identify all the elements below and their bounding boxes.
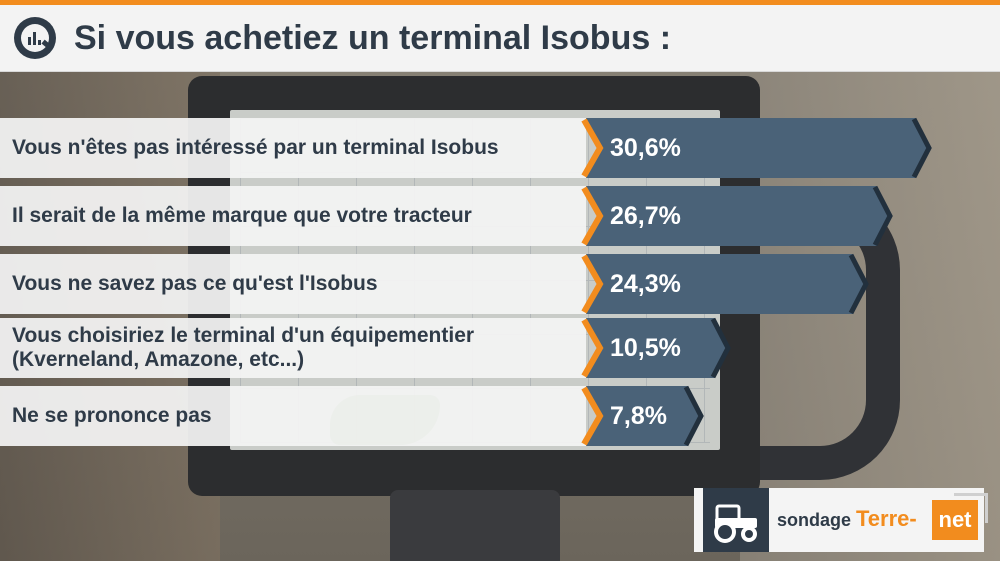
bar [586,386,700,446]
bar-value-label: 10,5% [610,333,681,362]
bar-row: Vous ne savez pas ce qu'est l'Isobus 24,3… [0,253,1000,315]
bar-value-label: 26,7% [610,201,681,230]
brand-decoration [954,493,988,523]
bar-graphic [581,117,932,179]
chart-title: Si vous achetiez un terminal Isobus : [74,19,672,57]
bar-value-label: 30,6% [610,133,681,162]
brand-name-part2: net [932,500,978,540]
bar-category-label: Vous n'êtes pas intéressé par un termina… [12,136,499,159]
bar [586,254,865,314]
tractor-icon [714,504,757,543]
bar-start-chevron [581,254,604,314]
bar-tip [911,117,932,179]
bar [586,118,928,178]
bar-label-background [0,118,586,178]
bar-start-chevron [581,318,604,378]
bar-tip [848,253,869,315]
bar-value-label: 7,8% [610,401,667,430]
bar-tip [872,185,893,247]
brand-prefix: sondage [777,510,852,530]
bar-tip [683,385,704,447]
tractor-logo [703,488,769,552]
bar-label-background [0,318,586,378]
bar-tip [710,317,731,379]
bar-category-label: Vous choisiriez le terminal d'un équipem… [12,324,475,371]
bar-graphic [581,385,704,447]
brand-name-part1: Terre- [856,506,917,531]
bar-graphic [581,253,869,315]
bar-label-background [0,386,586,446]
bar [586,186,889,246]
bar-graphic [581,185,893,247]
bar-start-chevron [581,118,604,178]
bar [586,318,727,378]
bar-label-background [0,186,586,246]
bar-start-chevron [581,186,604,246]
poll-chart-icon [14,17,56,59]
bar-row: Vous choisiriez le terminal d'un équipem… [0,317,1000,379]
bar-value-label: 24,3% [610,269,681,298]
bar-graphic [581,317,731,379]
top-accent-line [0,0,1000,5]
bar-label-background [0,254,586,314]
bar-row: Il serait de la même marque que votre tr… [0,185,1000,247]
bar-category-label: Il serait de la même marque que votre tr… [12,204,472,227]
header: Si vous achetiez un terminal Isobus : [0,5,1000,72]
bar-category-label: Vous ne savez pas ce qu'est l'Isobus [12,272,378,295]
bar-start-chevron [581,386,604,446]
bar-category-label: Ne se prononce pas [12,404,212,427]
bar-row: Vous n'êtes pas intéressé par un termina… [0,117,1000,179]
bar-row: Ne se prononce pas 7,8% [0,385,1000,447]
